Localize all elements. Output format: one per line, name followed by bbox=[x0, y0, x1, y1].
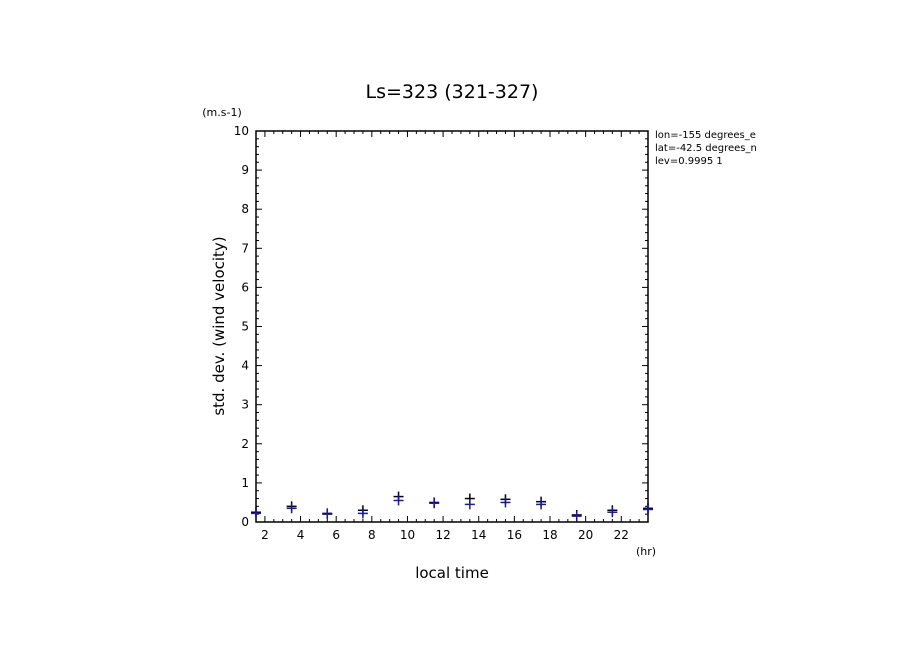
y-tick-label: 0 bbox=[241, 515, 249, 529]
x-tick-label: 20 bbox=[578, 528, 593, 542]
chart-title: Ls=323 (321-327) bbox=[366, 81, 539, 103]
y-unit-label: (m.s-1) bbox=[202, 106, 242, 119]
annotation-line: lev=0.9995 1 bbox=[655, 156, 723, 167]
x-axis-label: local time bbox=[415, 564, 489, 582]
y-tick-label: 7 bbox=[241, 241, 249, 255]
x-tick-label: 8 bbox=[368, 528, 376, 542]
data-point-series-2 bbox=[429, 498, 440, 509]
y-axis-label: std. dev. (wind velocity) bbox=[210, 236, 228, 415]
data-point-series-2 bbox=[607, 507, 618, 518]
annotations: lon=-155 degrees_e lat=-42.5 degrees_nlev… bbox=[655, 130, 757, 167]
y-tick-label: 4 bbox=[241, 359, 249, 373]
data-point-series-2 bbox=[464, 499, 475, 510]
data-points bbox=[251, 491, 653, 522]
x-tick-label: 12 bbox=[435, 528, 450, 542]
y-tick-label: 9 bbox=[241, 163, 249, 177]
axis-ticks bbox=[255, 130, 649, 523]
y-tick-label: 1 bbox=[241, 476, 249, 490]
data-point-series-2 bbox=[643, 504, 653, 515]
data-point-series-2 bbox=[571, 511, 582, 522]
x-tick-label: 14 bbox=[471, 528, 486, 542]
data-point-series-2 bbox=[322, 509, 333, 520]
y-tick-label: 10 bbox=[234, 124, 249, 138]
y-tick-label: 8 bbox=[241, 202, 249, 216]
x-tick-label: 10 bbox=[400, 528, 415, 542]
data-point-series-2 bbox=[500, 497, 511, 508]
x-tick-label: 2 bbox=[261, 528, 269, 542]
annotation-line: lat=-42.5 degrees_n bbox=[655, 143, 757, 154]
data-point-series-2 bbox=[536, 499, 547, 510]
y-tick-label: 3 bbox=[241, 398, 249, 412]
x-tick-label: 18 bbox=[542, 528, 557, 542]
data-point-series-2 bbox=[393, 495, 404, 506]
y-tick-label: 6 bbox=[241, 280, 249, 294]
x-tick-label: 6 bbox=[332, 528, 340, 542]
data-point-series-2 bbox=[251, 508, 261, 519]
x-tick-label: 4 bbox=[297, 528, 305, 542]
plot-frame bbox=[255, 130, 649, 523]
data-point-series-2 bbox=[357, 508, 368, 519]
annotation-line: lon=-155 degrees_e bbox=[655, 130, 756, 141]
data-point-series-2 bbox=[286, 503, 297, 514]
x-tick-label: 22 bbox=[614, 528, 629, 542]
y-tick-label: 2 bbox=[241, 437, 249, 451]
y-tick-label: 5 bbox=[241, 320, 249, 334]
x-unit-label: (hr) bbox=[636, 545, 656, 558]
x-tick-label: 16 bbox=[507, 528, 522, 542]
